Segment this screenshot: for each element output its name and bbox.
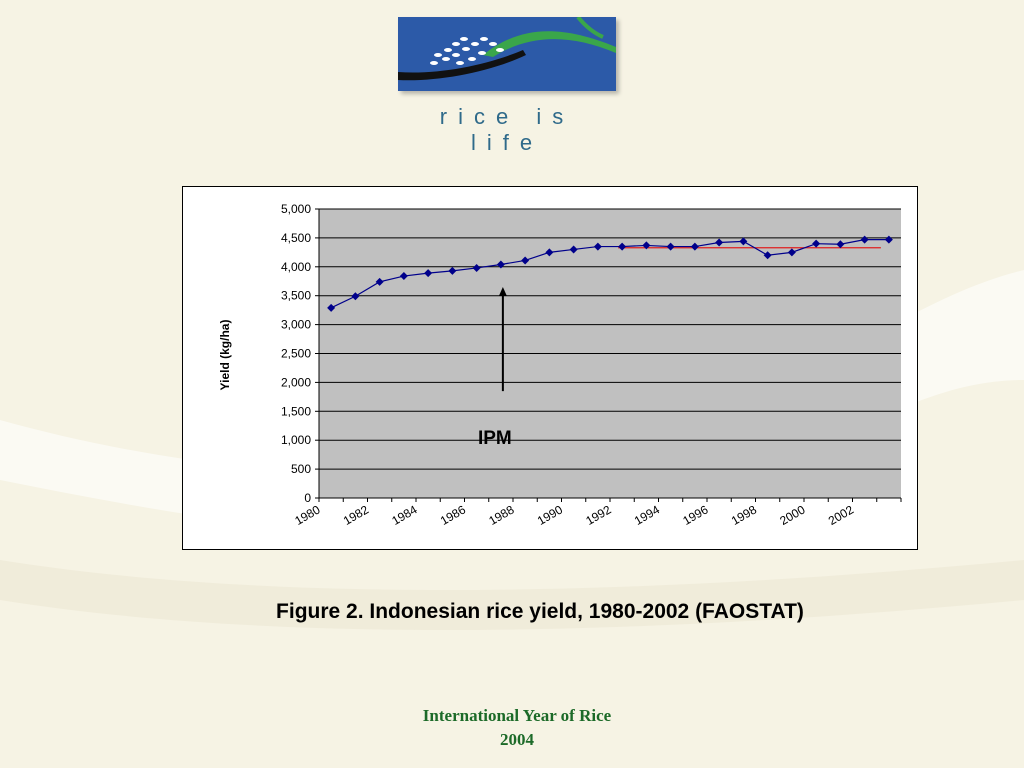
data-point xyxy=(327,303,336,312)
data-point xyxy=(545,248,554,257)
x-tick-label: 1994 xyxy=(632,502,662,528)
y-tick-label: 500 xyxy=(291,462,311,476)
footer-line-2: 2004 xyxy=(500,730,534,749)
x-tick-label: 1986 xyxy=(438,502,468,528)
x-tick-label: 2002 xyxy=(826,502,856,528)
data-point xyxy=(375,277,384,286)
logo-tagline: rice is life xyxy=(439,104,575,155)
yield-series-markers xyxy=(327,235,893,312)
data-point xyxy=(884,235,893,244)
data-point xyxy=(666,242,675,251)
x-tick-label: 1984 xyxy=(389,502,419,528)
data-point xyxy=(399,272,408,281)
data-point xyxy=(424,269,433,278)
x-tick-label: 1980 xyxy=(292,502,322,528)
y-tick-label: 2,500 xyxy=(281,347,311,361)
y-tick-label: 0 xyxy=(304,491,311,505)
footer: International Year of Rice 2004 xyxy=(0,704,1024,752)
y-tick-label: 5,000 xyxy=(281,202,311,216)
y-tick-label: 3,000 xyxy=(281,318,311,332)
yield-line-chart: 0 500 1,000 1,500 2,000 2,500 3,000 3,500 4,000 4… xyxy=(218,202,902,528)
x-tick-label: 1998 xyxy=(729,502,759,528)
data-point xyxy=(351,292,360,301)
x-tick-label: 1992 xyxy=(583,502,613,528)
data-point xyxy=(836,240,845,249)
data-point xyxy=(642,241,651,250)
ipm-annotation: IPM xyxy=(478,428,512,449)
ipm-arrowhead xyxy=(498,287,507,297)
y-axis-label: Yield (kg/ha) xyxy=(218,320,232,391)
data-point xyxy=(569,245,578,254)
data-point xyxy=(690,242,699,251)
data-point xyxy=(593,242,602,251)
data-point xyxy=(812,239,821,248)
data-point xyxy=(739,237,748,246)
figure-caption: Figure 2. Indonesian rice yield, 1980-20… xyxy=(276,600,804,623)
data-point xyxy=(715,238,724,247)
yield-series-line xyxy=(330,239,889,309)
y-tick-label: 4,500 xyxy=(281,231,311,245)
data-point xyxy=(448,266,457,275)
y-tick-label: 4,000 xyxy=(281,260,311,274)
footer-line-1: International Year of Rice xyxy=(422,706,612,725)
data-point xyxy=(763,251,772,260)
y-tick-label: 2,000 xyxy=(281,375,311,389)
y-tick-label: 1,500 xyxy=(281,404,311,418)
x-tick-label: 1982 xyxy=(341,502,371,528)
x-tick-label: 2000 xyxy=(777,502,807,528)
data-point xyxy=(787,248,796,257)
data-point xyxy=(496,260,505,269)
data-point xyxy=(521,256,530,265)
x-tick-label: 1990 xyxy=(535,502,565,528)
x-tick-label: 1996 xyxy=(680,502,710,528)
y-tick-label: 1,000 xyxy=(281,433,311,447)
data-point xyxy=(860,235,869,244)
y-tick-labels: 0 500 1,000 1,500 2,000 2,500 3,000 3,500 4,000 4… xyxy=(281,202,319,505)
x-tick-label: 1988 xyxy=(486,502,516,528)
data-point xyxy=(618,242,627,251)
x-tick-labels: 1980 1982 1984 1986 1988 1990 1992 1994 1996 1998… xyxy=(292,498,902,528)
chart-frame: 0 500 1,000 1,500 2,000 2,500 3,000 3,500 4,000 4… xyxy=(182,186,918,550)
y-tick-label: 3,500 xyxy=(281,289,311,303)
data-point xyxy=(472,263,481,272)
rice-is-life-logo xyxy=(398,17,616,91)
